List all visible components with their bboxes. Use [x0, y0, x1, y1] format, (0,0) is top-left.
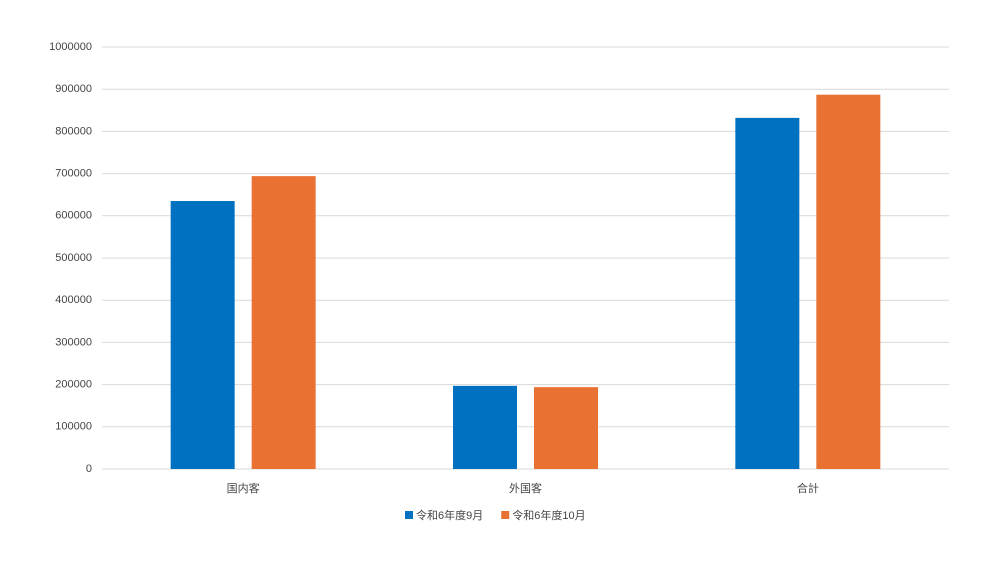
- bar: [251, 176, 316, 469]
- x-tick-label: 国内客: [227, 481, 260, 495]
- bar: [816, 94, 881, 469]
- y-tick-label: 900000: [55, 83, 92, 95]
- legend-swatch: [501, 511, 510, 519]
- bar: [735, 117, 800, 470]
- legend-label: 令和6年度10月: [512, 508, 585, 522]
- y-tick-label: 200000: [55, 379, 92, 391]
- bar: [170, 201, 235, 469]
- y-tick-label: 700000: [55, 168, 92, 180]
- x-tick-label: 外国客: [509, 481, 542, 495]
- x-tick-label: 合計: [797, 481, 819, 495]
- bar: [453, 385, 517, 469]
- y-tick-label: 800000: [55, 125, 92, 137]
- bar: [534, 387, 598, 469]
- y-tick-label: 300000: [55, 336, 92, 348]
- y-tick-label: 1000000: [49, 41, 92, 53]
- legend-swatch: [405, 511, 413, 519]
- y-tick-label: 400000: [55, 294, 92, 306]
- y-tick-label: 0: [86, 463, 92, 475]
- legend-label: 令和6年度9月: [416, 508, 483, 522]
- y-tick-label: 100000: [55, 421, 92, 433]
- y-tick-label: 500000: [55, 252, 92, 264]
- y-tick-label: 600000: [55, 210, 92, 222]
